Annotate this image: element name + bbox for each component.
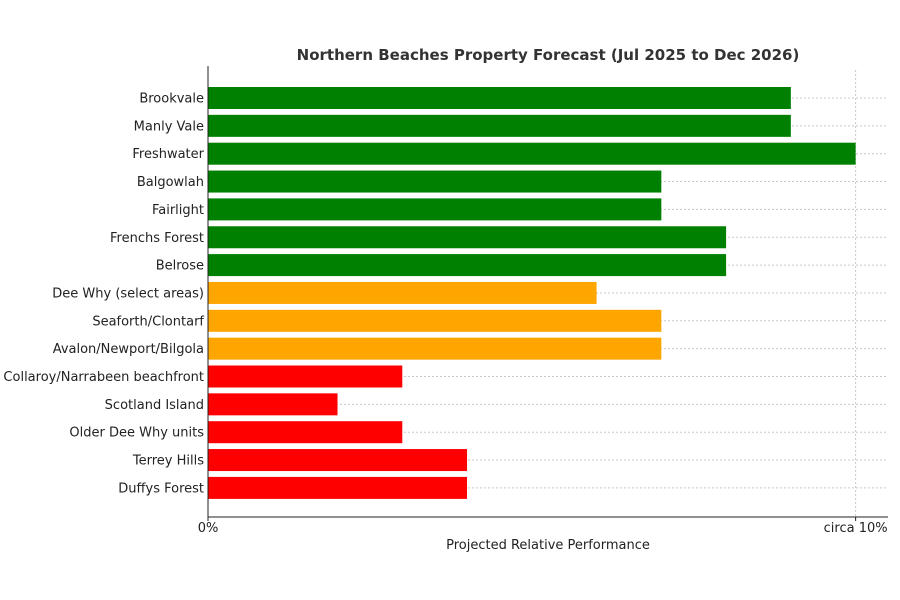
bar <box>208 142 856 165</box>
x-tick-label: 0% <box>198 521 219 536</box>
category-label: Older Dee Why units <box>69 426 204 441</box>
axes <box>207 66 888 521</box>
bar <box>208 87 791 109</box>
category-label: Fairlight <box>152 203 204 218</box>
bar <box>208 198 662 221</box>
category-label: Terrey Hills <box>132 454 204 469</box>
category-labels: Brookvale Manly Vale Freshwater Balgowlah Fa… <box>3 92 204 497</box>
bar <box>208 449 468 472</box>
bar <box>208 365 403 388</box>
bar <box>208 281 597 304</box>
x-tick-label: circa 10% <box>824 521 888 536</box>
category-label: Avalon/Newport/Bilgola <box>53 342 204 357</box>
bar <box>208 114 791 137</box>
category-label: Collaroy/Narrabeen beachfront <box>3 370 204 385</box>
x-axis-label: Projected Relative Performance <box>446 538 650 553</box>
x-tick-labels: 0% circa 10% <box>198 521 888 536</box>
bar <box>208 226 727 249</box>
category-label: Frenchs Forest <box>110 231 204 246</box>
bar <box>208 421 403 444</box>
bars <box>208 87 856 499</box>
bar <box>208 170 662 193</box>
chart-title: Northern Beaches Property Forecast (Jul … <box>297 46 800 64</box>
bar <box>208 309 662 332</box>
category-label: Dee Why (select areas) <box>52 286 204 301</box>
bar <box>208 337 662 360</box>
category-label: Brookvale <box>139 92 204 107</box>
category-label: Seaforth/Clontarf <box>92 314 204 329</box>
category-label: Duffys Forest <box>118 481 204 496</box>
category-label: Belrose <box>156 259 204 274</box>
category-label: Freshwater <box>132 147 204 162</box>
bar <box>208 254 727 277</box>
category-label: Manly Vale <box>134 119 204 134</box>
category-label: Balgowlah <box>137 175 204 190</box>
bar <box>208 393 338 416</box>
category-label: Scotland Island <box>105 398 204 413</box>
bar <box>208 476 468 499</box>
